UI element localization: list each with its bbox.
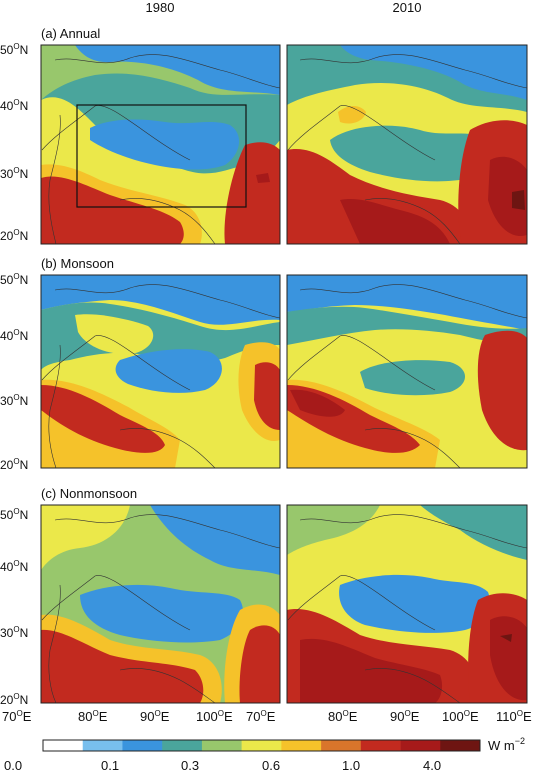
svg-text:20ON: 20ON — [0, 228, 28, 243]
svg-text:110OE: 110OE — [496, 709, 532, 724]
colorbar-segment — [321, 740, 362, 751]
panel-frame-c1 — [40, 504, 281, 704]
row-label-nonmonsoon: (c) Nonmonsoon — [41, 486, 137, 501]
colorbar-segment — [201, 740, 242, 751]
colorbar-segment — [400, 740, 441, 751]
colorbar-tick-label: 0.3 — [181, 758, 199, 773]
svg-text:70OE: 70OE — [2, 709, 32, 724]
map-panel-nonmonsoon-2010 — [287, 505, 527, 703]
map-panel-annual-1980 — [41, 45, 280, 244]
svg-text:40ON: 40ON — [0, 98, 28, 113]
colorbar-segment — [360, 740, 401, 751]
row-label-annual: (a) Annual — [41, 26, 100, 41]
svg-text:40ON: 40ON — [0, 328, 28, 343]
colorbar-unit: W m−2 — [488, 736, 525, 753]
colorbar-tick-label: 0.0 — [4, 758, 22, 773]
svg-text:80OE: 80OE — [78, 709, 108, 724]
region-box — [76, 104, 247, 208]
svg-text:100OE: 100OE — [196, 709, 233, 724]
lat-labels-nonmonsoon: 50ON 40ON 30ON 20ON — [0, 507, 28, 707]
map-panel-monsoon-2010 — [287, 275, 527, 468]
svg-text:90OE: 90OE — [390, 709, 420, 724]
colorbar-segment — [162, 740, 203, 751]
colorbar-segment — [440, 740, 481, 751]
colorbar-tick-label: 0.6 — [262, 758, 280, 773]
panel-frame-a2 — [286, 44, 528, 245]
map-panel-monsoon-1980 — [41, 275, 280, 468]
svg-text:30ON: 30ON — [0, 166, 28, 181]
svg-text:30ON: 30ON — [0, 625, 28, 640]
map-panel-annual-2010 — [287, 45, 527, 244]
colorbar-segment — [281, 740, 322, 751]
map-panel-nonmonsoon-1980 — [41, 505, 280, 703]
svg-text:30ON: 30ON — [0, 393, 28, 408]
svg-text:80OE: 80OE — [328, 709, 358, 724]
svg-text:20ON: 20ON — [0, 457, 28, 472]
row-label-monsoon: (b) Monsoon — [41, 256, 114, 271]
svg-text:70OE: 70OE — [246, 709, 276, 724]
panel-frame-a1 — [40, 44, 281, 245]
svg-text:50ON: 50ON — [0, 42, 28, 57]
colorbar-tick-label: 0.1 — [101, 758, 119, 773]
panel-frame-b1 — [40, 274, 281, 469]
lat-labels-monsoon: 50ON 40ON 30ON 20ON — [0, 272, 28, 472]
column-header-1980: 1980 — [146, 0, 175, 15]
colorbar — [43, 740, 481, 751]
svg-text:20ON: 20ON — [0, 692, 28, 707]
svg-text:40ON: 40ON — [0, 559, 28, 574]
colorbar-tick-label: 1.0 — [342, 758, 360, 773]
svg-text:50ON: 50ON — [0, 272, 28, 287]
colorbar-tick-labels: 0.0 0.1 0.3 0.6 1.0 4.0 — [4, 758, 441, 773]
column-header-2010: 2010 — [393, 0, 422, 15]
colorbar-segment — [43, 740, 84, 751]
lon-labels-left: 70OE 80OE 90OE 100OE — [2, 709, 233, 724]
colorbar-segment — [241, 740, 282, 751]
colorbar-tick-label: 4.0 — [423, 758, 441, 773]
svg-text:50ON: 50ON — [0, 507, 28, 522]
colorbar-frame — [42, 739, 481, 752]
svg-text:90OE: 90OE — [140, 709, 170, 724]
panel-frame-c2 — [286, 504, 528, 704]
colorbar-segment — [122, 740, 163, 751]
panel-frame-b2 — [286, 274, 528, 469]
lon-labels-right: 70OE 80OE 90OE 100OE 110OE — [246, 709, 532, 724]
svg-text:100OE: 100OE — [442, 709, 479, 724]
colorbar-segment — [82, 740, 123, 751]
lat-labels-annual: 50ON 40ON 30ON 20ON — [0, 42, 28, 243]
